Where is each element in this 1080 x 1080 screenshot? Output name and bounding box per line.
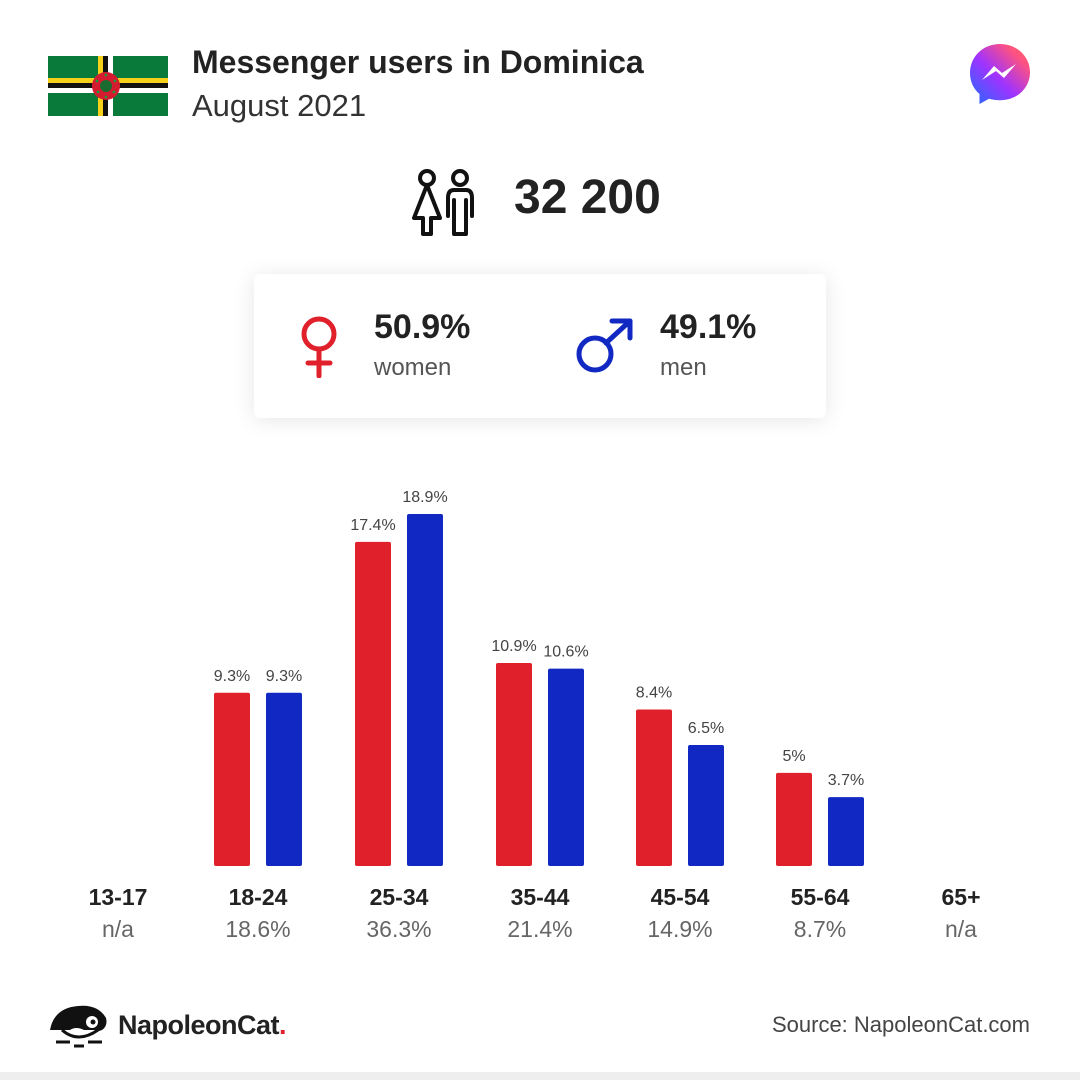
data-label-men-35-44: 10.6%	[543, 644, 588, 661]
bar-men-18-24	[266, 692, 302, 866]
gender-split-card	[254, 274, 826, 418]
bar-women-45-54	[636, 709, 672, 866]
data-label-men-55-64: 3.7%	[828, 772, 864, 789]
category-total-25-34: 36.3%	[366, 916, 432, 942]
category-label-35-44: 35-44	[510, 884, 570, 910]
bar-women-35-44	[496, 662, 532, 866]
brand-dot: .	[279, 1010, 287, 1040]
women-label: women	[374, 354, 452, 381]
data-label-women-45-54: 8.4%	[636, 685, 672, 702]
category-label-65-plus: 65+	[941, 884, 981, 910]
data-label-women-25-34: 17.4%	[350, 517, 395, 534]
bottom-strip	[0, 1072, 1080, 1080]
messenger-logo-icon	[970, 44, 1030, 104]
age-gender-bar-chart: 9.3% 9.3% 17.4% 18.9% 10.9% 10.6% 8.4% 6.5% 5% 3.…	[214, 489, 864, 866]
data-label-women-55-64: 5%	[782, 748, 805, 765]
brand-name-text: NapoleonCat	[118, 1010, 280, 1040]
bar-men-35-44	[548, 668, 584, 866]
female-symbol-icon	[301, 316, 337, 378]
category-total-35-44: 21.4%	[507, 916, 573, 942]
bar-women-25-34	[355, 541, 391, 866]
category-label-55-64: 55-64	[790, 884, 850, 910]
women-percentage: 50.9%	[374, 308, 471, 346]
napoleoncat-logo-icon	[50, 1005, 107, 1048]
data-label-men-18-24: 9.3%	[266, 668, 302, 685]
brand-name: NapoleonCat.	[118, 1010, 287, 1041]
category-total-18-24: 18.6%	[225, 916, 291, 942]
category-total-65-plus: n/a	[945, 916, 977, 942]
dominica-flag-icon	[48, 56, 168, 116]
bar-women-55-64	[776, 772, 812, 866]
chart-title: Messenger users in Dominica	[192, 44, 644, 80]
category-label-13-17: 13-17	[88, 884, 148, 910]
category-label-18-24: 18-24	[228, 884, 288, 910]
data-label-women-18-24: 9.3%	[214, 668, 250, 685]
source-credit: Source: NapoleonCat.com	[771, 1012, 1030, 1037]
bar-men-55-64	[828, 797, 864, 866]
bar-men-45-54	[688, 744, 724, 866]
male-symbol-icon	[576, 318, 633, 373]
men-label: men	[660, 354, 707, 381]
men-percentage: 49.1%	[660, 308, 757, 346]
category-total-45-54: 14.9%	[647, 916, 713, 942]
category-label-25-34: 25-34	[369, 884, 429, 910]
bar-women-18-24	[214, 692, 250, 866]
bar-men-25-34	[407, 514, 443, 866]
data-label-men-25-34: 18.9%	[402, 489, 447, 506]
total-users-value: 32 200	[514, 171, 661, 224]
people-icon	[412, 169, 474, 236]
category-label-45-54: 45-54	[650, 884, 710, 910]
data-label-men-45-54: 6.5%	[688, 720, 724, 737]
chart-subtitle: August 2021	[192, 88, 367, 123]
data-label-women-35-44: 10.9%	[491, 638, 536, 655]
category-total-55-64: 8.7%	[793, 916, 847, 942]
category-total-13-17: n/a	[102, 916, 134, 942]
